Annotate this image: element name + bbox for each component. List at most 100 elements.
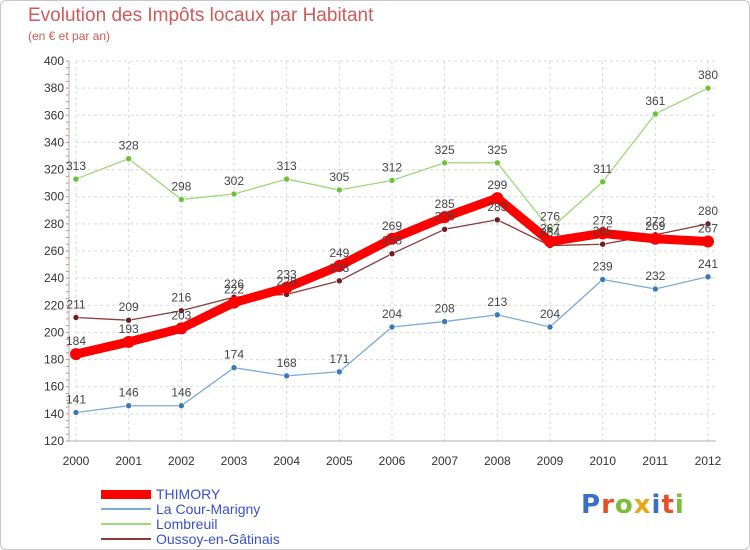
series-point-0 [175,322,188,335]
chart-grid [75,60,716,441]
logo-letter: x [633,490,652,520]
data-label-0: 299 [487,178,507,192]
y-tick-label: 380 [44,81,64,95]
series-point-0 [333,259,346,272]
data-label-0: 249 [329,246,349,260]
legend-swatch-la-cour-marigny [101,508,151,510]
data-label-0: 222 [224,283,244,297]
x-tick-label: 2008 [484,454,511,468]
series-point-0 [386,232,398,245]
series-point-1 [283,372,290,380]
data-label-1: 174 [224,348,244,362]
logo-letter: i [651,490,662,520]
chart-axes: 120 140 160 180 200 220 240 260 280 300 320 340 360 3… [44,54,722,468]
data-label-2: 325 [435,143,455,157]
legend-label-thimory: THIMORY [156,486,221,502]
series-point-0 [280,281,293,294]
x-tick-label: 2006 [379,454,406,468]
legend-item-oussoy-en-gatinais: Oussoy-en-Gâtinais [101,531,280,547]
series-point-0 [491,192,504,205]
chart-subtitle: (en € et par an) [28,29,111,43]
data-label-2: 313 [277,159,297,173]
data-label-3: 211 [66,298,85,312]
data-label-3: 226 [224,277,244,291]
y-tick-label: 160 [44,380,64,394]
series-point-3 [599,240,606,248]
data-label-3: 280 [698,204,718,218]
series-point-1 [494,311,501,319]
data-label-1: 141 [66,393,86,407]
series-point-0 [544,235,556,248]
data-label-3: 216 [171,291,191,305]
series-point-2 [652,110,659,118]
data-label-1: 208 [435,302,455,316]
legend-label-la-cour-marigny: La Cour-Marigny [156,501,261,517]
y-tick-label: 140 [44,407,64,421]
logo-letter: o [614,490,634,520]
series-point-3 [388,250,396,258]
series-point-0 [70,348,82,361]
y-tick-label: 260 [44,244,64,258]
data-label-3: 238 [329,261,349,275]
series-point-1 [441,318,448,325]
data-label-1: 204 [540,307,560,321]
series-point-0 [596,227,609,240]
x-tick-label: 2011 [642,454,668,468]
series-point-2 [178,196,185,203]
data-label-1: 146 [171,386,191,400]
data-label-0: 193 [119,322,139,336]
data-label-2: 302 [224,174,244,188]
logo-letter: i [674,490,685,520]
y-tick-label: 360 [44,108,64,122]
legend-item-la-cour-marigny: La Cour-Marigny [101,501,261,517]
data-label-3: 276 [435,209,455,223]
legend-swatch-oussoy-en-gatinais [101,538,151,540]
series-point-2 [336,186,343,194]
data-label-2: 380 [698,68,718,82]
series-point-0 [702,235,714,248]
series-point-3 [441,225,448,233]
series-point-2 [230,190,238,198]
data-label-1: 146 [119,386,139,400]
series-point-2 [72,175,80,183]
series-point-2 [704,84,712,92]
proxiti-logo: Proxiti [581,490,685,520]
series-point-2 [125,155,132,163]
x-tick-label: 2005 [326,454,353,468]
series-point-1 [652,285,659,293]
legend-label-lombreuil: Lombreuil [156,516,218,532]
data-label-2: 328 [119,139,139,153]
data-label-1: 213 [487,295,507,309]
x-tick-label: 2009 [537,454,564,468]
series-point-2 [283,175,290,183]
x-tick-label: 2010 [589,454,616,468]
data-label-1: 239 [593,260,613,274]
y-tick-label: 240 [44,271,64,285]
data-label-0: 203 [171,308,191,322]
data-label-1: 168 [277,356,297,370]
data-label-0: 269 [382,219,402,233]
chart-data-labels: 184 193 203 222 233 249 269 285 299 267 273 269 267 1… [66,68,718,406]
chart-title: Evolution des Impôts locaux par Habitant [28,5,374,26]
series-point-2 [599,178,606,186]
y-tick-label: 300 [44,190,64,204]
series-point-1 [336,368,343,376]
x-tick-label: 2002 [168,454,195,468]
series-point-3 [494,216,501,224]
series-point-1 [546,323,554,331]
series-point-1 [72,409,80,416]
logo-letter: r [601,490,615,520]
data-label-0: 273 [593,213,613,227]
data-label-0: 184 [66,334,86,348]
y-tick-label: 280 [44,217,64,231]
x-tick-label: 2001 [115,454,142,468]
y-tick-label: 320 [44,163,64,177]
series-point-3 [178,307,185,315]
legend-item-lombreuil: Lombreuil [101,516,218,532]
data-label-3: 228 [277,274,297,288]
series-point-3 [336,277,343,285]
x-tick-label: 2000 [63,454,90,468]
series-point-2 [494,159,501,167]
series-point-1 [125,402,132,410]
